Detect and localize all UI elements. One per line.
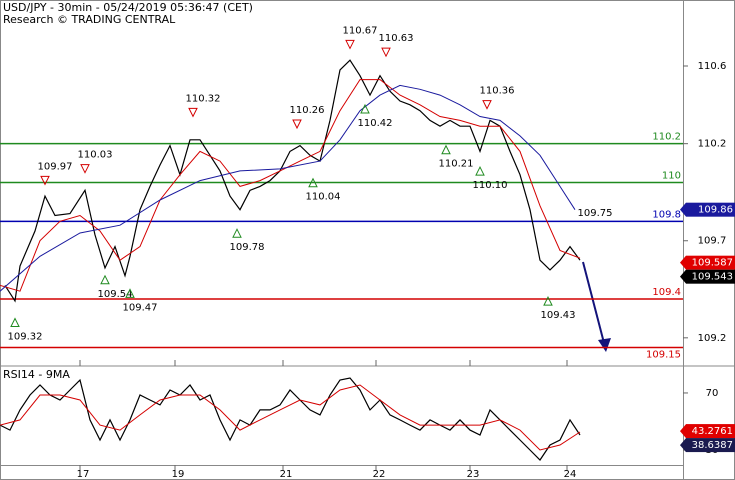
annotation-label: 110.10 [473,180,508,191]
y-tick-label: 109.7 [698,236,727,247]
y-tick-label: 110.6 [698,61,727,72]
low-marker [441,144,451,155]
price-tag-pointer [680,424,686,439]
low-marker [475,165,485,176]
forecast-arrowhead [598,338,611,352]
price-tag-pointer [680,202,686,217]
forecast-arrow [582,261,605,344]
price-tag-pointer [680,269,686,284]
chart-subtitle: Research © TRADING CENTRAL [3,13,176,26]
price-tag [686,202,735,217]
annotation-label: 110.32 [186,93,221,104]
high-marker [345,39,355,50]
series-line [0,84,576,292]
annotation-label: 110.04 [306,192,341,203]
annotation-label: 110.67 [343,25,378,36]
price-tag [686,269,735,284]
x-tick-label: 23 [467,469,480,480]
annotation-label: 110.42 [358,118,393,129]
price-tag-label: 109.543 [692,272,733,283]
high-marker [40,175,50,186]
level-label: 109.8 [652,209,681,220]
low-marker [308,177,318,188]
annotation-label: 110.26 [290,105,325,116]
y-tick-label: 70 [706,388,719,399]
x-tick-label: 21 [280,469,293,480]
annotation-label: 110.03 [78,150,113,161]
annotation-label: 109.78 [230,242,265,253]
series-line [4,59,581,303]
level-label: 109.15 [646,350,681,361]
low-marker [543,296,553,306]
level-label: 110 [662,171,681,182]
level-label: 109.4 [652,287,681,298]
low-marker [10,317,20,328]
low-marker [125,288,135,298]
series-line [0,377,581,461]
price-tag [686,255,735,270]
series-line [0,384,581,451]
y-tick-label: 109.2 [698,333,727,344]
high-marker [80,164,90,174]
high-marker [188,107,198,118]
price-tag-label: 43.2761 [692,426,733,437]
annotation-label: 109.47 [123,302,158,313]
annotation-label: 110.63 [379,33,414,44]
price-tag-pointer [680,255,686,270]
x-tick-label: 22 [373,469,386,480]
annotation-label: 109.32 [8,332,43,343]
price-tag [686,424,735,439]
chart-title: USD/JPY - 30min - 05/24/2019 05:36:47 (C… [3,1,253,14]
annotation-label: 109.75 [578,208,613,219]
high-marker [381,47,391,58]
price-tag [686,438,735,453]
level-label: 110.2 [652,132,681,143]
low-marker [232,228,242,238]
price-tag-pointer [680,438,686,453]
annotation-label: 109.43 [541,310,576,321]
x-tick-label: 24 [564,469,577,480]
price-tag-label: 109.587 [692,258,733,269]
high-marker [292,119,302,130]
price-tag-label: 109.86 [698,205,733,216]
annotation-label: 109.54 [98,289,133,300]
annotation-label: 109.97 [38,161,73,172]
annotation-label: 110.21 [439,159,474,170]
price-tag-label: 38.6387 [692,440,733,451]
series-line [0,79,581,292]
x-tick-label: 17 [77,469,90,480]
x-tick-label: 19 [172,469,185,480]
rsi-title: RSI14 - 9MA [3,368,70,381]
low-marker [360,103,370,114]
low-marker [100,274,110,285]
annotation-label: 110.36 [480,86,515,97]
high-marker [482,100,492,110]
y-tick-label: 110.2 [698,139,727,150]
